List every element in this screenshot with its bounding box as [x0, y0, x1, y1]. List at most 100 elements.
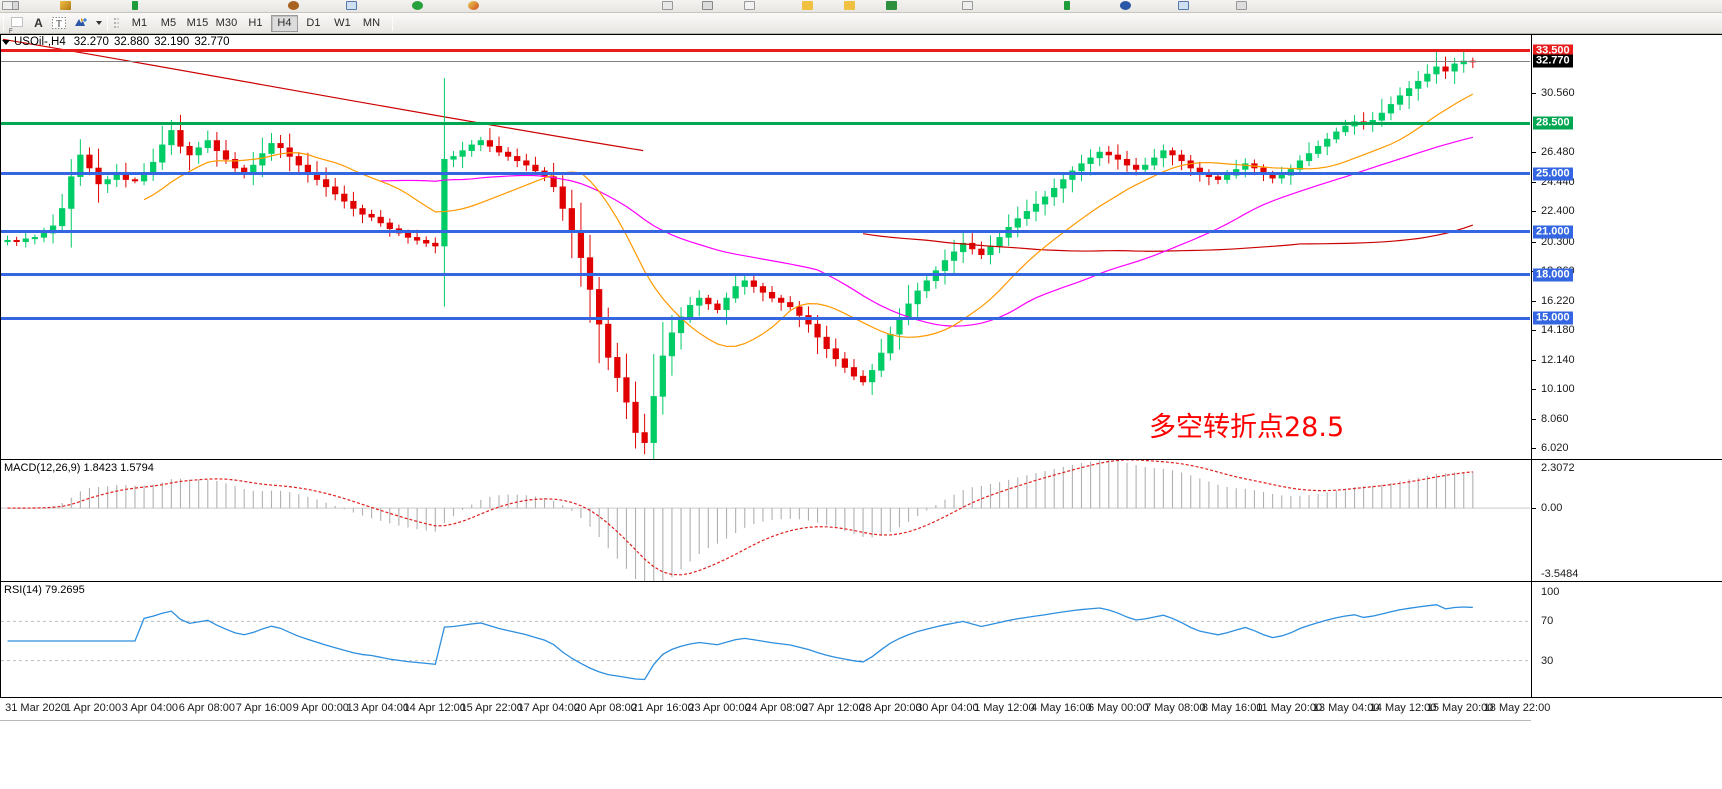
terminal-icon[interactable]: [466, 0, 482, 12]
horizontal-level-line[interactable]: [1, 273, 1530, 277]
macd-panel[interactable]: 2.3072 0.00 -3.5484 MACD(12,26,9) 1.8423 1…: [0, 459, 1722, 581]
rsi-panel[interactable]: 100 70 30 RSI(14) 79.2695: [0, 581, 1722, 697]
ohlc-high: 32.880: [113, 36, 150, 48]
timeframe-label: H4: [277, 17, 292, 29]
timeframe-buttons[interactable]: M1 M5 M15 M30 H1 H4 D1 W1 MN: [125, 13, 386, 34]
data-window-icon[interactable]: [344, 0, 360, 12]
price-axis-tick: 22.400: [1532, 205, 1575, 217]
cursor-tool-button[interactable]: F: [8, 14, 27, 35]
zoom-out-icon[interactable]: [842, 0, 858, 12]
time-axis-tick: 15 May 20:00: [1426, 702, 1494, 714]
timeframe-button-d1[interactable]: D1: [300, 15, 327, 32]
price-level-label[interactable]: 32.770: [1533, 54, 1573, 68]
timeframe-label: H1: [248, 17, 263, 29]
shapes-dropdown-button[interactable]: [92, 14, 103, 33]
timeframe-label: D1: [306, 17, 321, 29]
time-axis-tick: 24 Apr 08:00: [745, 702, 808, 714]
price-level-label[interactable]: 18.000: [1533, 268, 1573, 282]
price-level-label[interactable]: 28.500: [1533, 116, 1573, 130]
time-axis-tick: 31 Mar 2020: [5, 702, 67, 714]
time-axis-tick: 6 May 00:00: [1087, 702, 1149, 714]
horizontal-level-line[interactable]: [1, 60, 1530, 62]
horizontal-level-line[interactable]: [1, 172, 1530, 176]
indicators-icon[interactable]: [128, 0, 144, 12]
timeframe-button-w1[interactable]: W1: [329, 15, 356, 32]
text-tool-button[interactable]: A: [29, 14, 48, 33]
symbol-info-bar[interactable]: USOil-,H4 32.270 32.880 32.190 32.770: [2, 36, 230, 48]
timeframe-label: M5: [160, 17, 177, 29]
timeframe-label: MN: [362, 17, 381, 29]
toolbar-divider: [392, 15, 393, 31]
horizontal-level-line[interactable]: [1, 316, 1530, 320]
rsi-axis[interactable]: 100 70 30: [1531, 582, 1722, 697]
time-axis-tick: 20 Apr 08:00: [574, 702, 637, 714]
crosshair-icon: [10, 16, 23, 27]
rsi-plot[interactable]: [1, 582, 1530, 697]
time-axis-tick: 15 Apr 22:00: [460, 702, 523, 714]
macd-axis[interactable]: 2.3072 0.00 -3.5484: [1531, 460, 1722, 581]
text-tool-letter: A: [34, 16, 43, 30]
zoom-in-icon[interactable]: [800, 0, 816, 12]
timeframe-button-h4[interactable]: H4: [271, 14, 298, 32]
chart-annotation-text: 多空转折点28.5: [1149, 412, 1345, 443]
price-level-label[interactable]: 25.000: [1533, 167, 1573, 181]
price-panel[interactable]: 多空转折点28.5 30.560 26.480 24.440 22.400 20.300…: [0, 34, 1722, 459]
time-axis-tick: 11 May 20:00: [1256, 702, 1323, 714]
macd-series: [1, 460, 1530, 581]
navigator-icon[interactable]: [410, 0, 426, 12]
candle-chart-icon[interactable]: [700, 0, 716, 12]
shapes-tool-button[interactable]: [71, 14, 90, 33]
price-axis-tick: 20.300: [1532, 236, 1575, 248]
time-axis-tick: 1 Apr 20:00: [64, 702, 122, 714]
price-axis[interactable]: 30.56026.48024.44022.40020.30018.26016.2…: [1531, 35, 1722, 459]
panel-left-border: [0, 582, 1, 697]
horizontal-level-line[interactable]: [1, 121, 1530, 125]
properties-icon[interactable]: [1234, 0, 1250, 12]
symbol-name: USOil-,H4: [14, 36, 66, 48]
time-axis-tick: 6 Apr 08:00: [178, 702, 236, 714]
price-level-label[interactable]: 15.000: [1533, 311, 1573, 325]
timeframe-button-mn[interactable]: MN: [358, 15, 385, 32]
horizontal-level-line[interactable]: [1, 49, 1530, 53]
svg-text:T: T: [56, 18, 62, 28]
ohlc-close: 32.770: [194, 36, 230, 48]
time-axis[interactable]: 31 Mar 2020 1 Apr 20:00 3 Apr 04:00 6 Apr 0…: [0, 697, 1722, 789]
timeframe-button-m1[interactable]: M1: [126, 15, 153, 32]
macd-axis-tick: 0.00: [1532, 502, 1562, 514]
macd-plot[interactable]: [1, 460, 1530, 581]
timeframe-button-m5[interactable]: M5: [155, 15, 182, 32]
toolbar-top-row[interactable]: [0, 0, 1722, 13]
timeframe-button-m30[interactable]: M30: [213, 15, 240, 32]
expert-advisor-icon[interactable]: [286, 0, 302, 12]
timeframe-label: M1: [131, 17, 148, 29]
timeframe-button-m15[interactable]: M15: [184, 15, 211, 32]
text-label-tool-button[interactable]: T: [50, 14, 69, 33]
price-level-label[interactable]: 33.500: [1533, 44, 1573, 58]
timeframe-button-h1[interactable]: H1: [242, 15, 269, 32]
panel-left-border: [0, 460, 1, 581]
chart-area[interactable]: 多空转折点28.5 30.560 26.480 24.440 22.400 20.300…: [0, 34, 1722, 789]
chart-shift-icon[interactable]: [960, 0, 976, 12]
templates-icon[interactable]: [0, 0, 16, 12]
price-level-label[interactable]: 21.000: [1533, 225, 1573, 239]
toolbar-group-tools[interactable]: F A T: [7, 13, 104, 35]
grid-icon[interactable]: [1060, 0, 1076, 12]
macd-indicator-label: MACD(12,26,9) 1.8423 1.5794: [4, 462, 154, 474]
ohlc-icon[interactable]: [1118, 0, 1134, 12]
chevron-down-icon: [95, 21, 102, 25]
crosshair-icon[interactable]: [1176, 0, 1192, 12]
toolbar-drawing-tools[interactable]: F A T M1 M5 M15 M30 H1 H4 D1 W1 MN: [0, 13, 1722, 35]
price-plot[interactable]: 多空转折点28.5: [1, 35, 1530, 459]
autoscroll-icon[interactable]: [884, 0, 900, 12]
period-separator-button[interactable]: [112, 14, 124, 33]
bar-chart-icon[interactable]: [660, 0, 676, 12]
horizontal-level-line[interactable]: [1, 230, 1530, 234]
pencil-icon[interactable]: [58, 0, 74, 12]
chevron-down-icon[interactable]: [2, 39, 10, 45]
period-separator-icon: [114, 17, 119, 29]
rsi-axis-tick: 30: [1541, 654, 1554, 667]
macd-axis-tick: -3.5484: [1541, 568, 1579, 580]
time-axis-tick: 3 Apr 04:00: [121, 702, 179, 714]
line-chart-icon[interactable]: [742, 0, 758, 12]
time-axis-tick: 4 May 16:00: [1031, 702, 1092, 714]
